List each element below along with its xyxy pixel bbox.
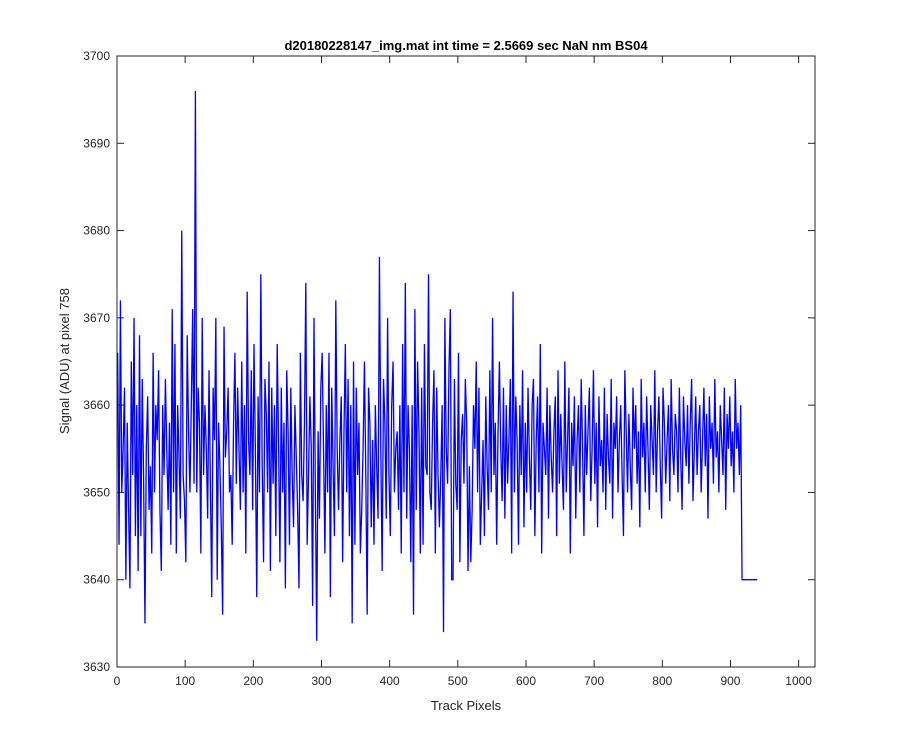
y-tick-label: 3650 xyxy=(83,485,110,499)
axis-ticks: 0 100 200 300 400 500 600 700 800 900 1000 3630 3640… xyxy=(83,49,815,688)
x-tick-label: 400 xyxy=(380,674,400,688)
x-axis-label: Track Pixels xyxy=(431,698,502,713)
y-tick-label: 3640 xyxy=(83,573,110,587)
y-tick-label: 3700 xyxy=(83,49,110,63)
x-tick-label: 0 xyxy=(114,674,121,688)
y-tick-label: 3690 xyxy=(83,136,110,150)
x-tick-label: 900 xyxy=(720,674,740,688)
x-tick-label: 300 xyxy=(311,674,331,688)
x-tick-label: 1000 xyxy=(785,674,812,688)
x-tick-label: 200 xyxy=(243,674,263,688)
x-tick-label: 700 xyxy=(584,674,604,688)
x-tick-label: 600 xyxy=(516,674,536,688)
y-tick-label: 3670 xyxy=(83,311,110,325)
series-line-0 xyxy=(117,90,758,641)
x-tick-label: 100 xyxy=(175,674,195,688)
y-tick-label: 3660 xyxy=(83,398,110,412)
axes-box xyxy=(116,55,816,668)
x-tick-label: 500 xyxy=(448,674,468,688)
y-axis-label: Signal (ADU) at pixel 758 xyxy=(57,288,72,434)
plot-area xyxy=(117,90,758,641)
x-tick-label: 800 xyxy=(652,674,672,688)
y-tick-label: 3680 xyxy=(83,224,110,238)
chart-title: d20180228147_img.mat int time = 2.5669 s… xyxy=(284,38,648,53)
y-tick-label: 3630 xyxy=(83,660,110,674)
